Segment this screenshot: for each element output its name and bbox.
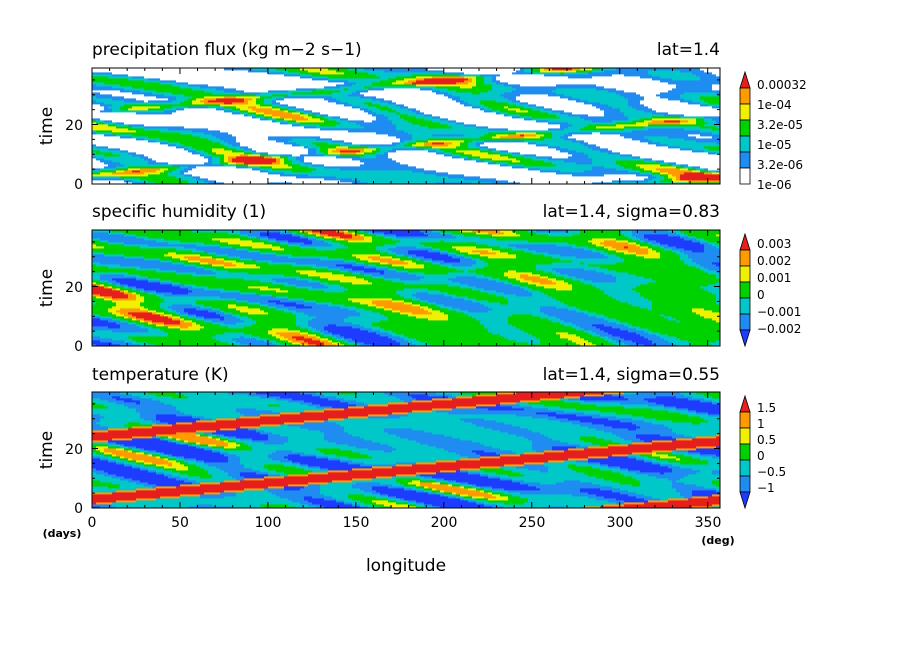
figure-canvas: precipitation flux (kg m−2 s−1) lat=1.4 … (0, 0, 904, 654)
panel-title: precipitation flux (kg m−2 s−1) (92, 40, 362, 60)
heatmap-field (92, 68, 720, 184)
panel-subtitle: lat=1.4 (657, 40, 720, 60)
